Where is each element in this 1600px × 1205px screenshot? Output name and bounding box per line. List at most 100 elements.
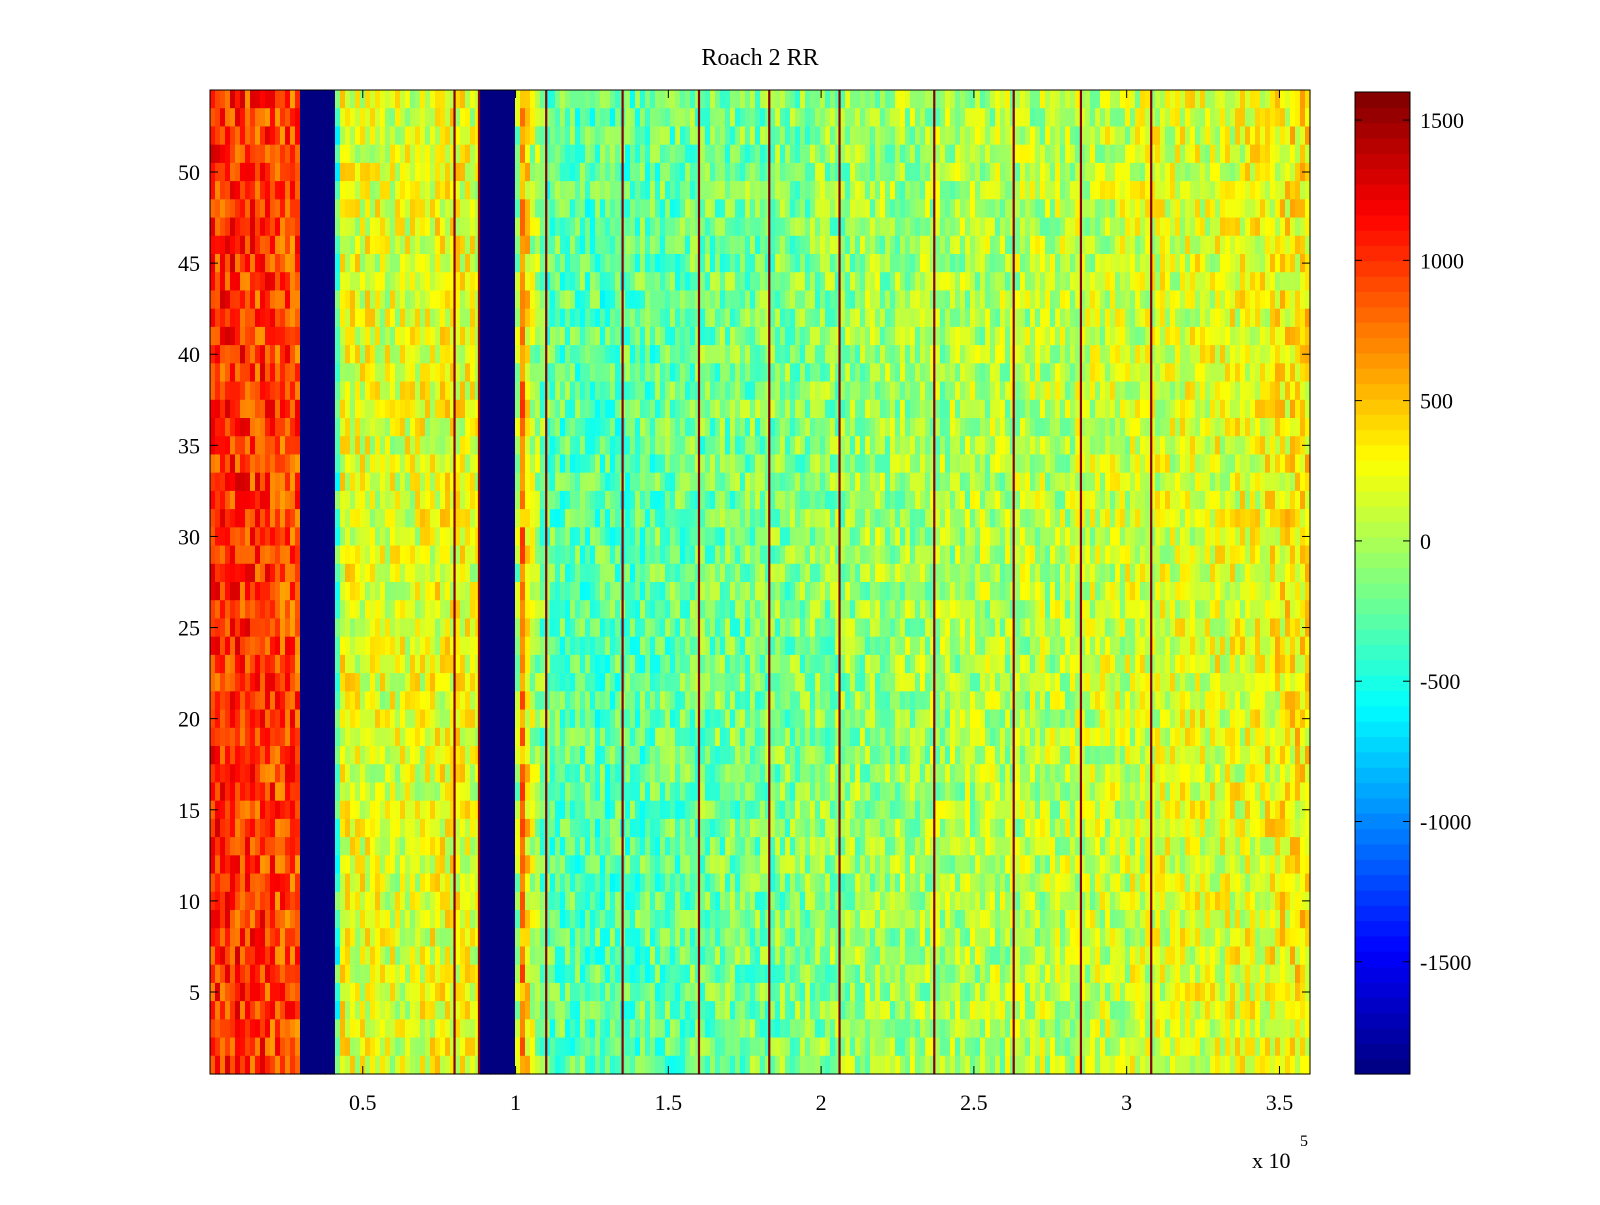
heatmap-cell — [245, 1001, 251, 1020]
heatmap-cell — [660, 527, 666, 547]
heatmap-cell — [290, 636, 296, 656]
heatmap-cell — [380, 308, 386, 328]
heatmap-cell — [560, 254, 566, 273]
heatmap-cell — [455, 108, 461, 128]
heatmap-cell — [405, 162, 411, 182]
heatmap-cell — [580, 818, 586, 838]
heatmap-cell — [515, 1001, 521, 1020]
heatmap-cell — [470, 381, 476, 401]
heatmap-cell — [425, 654, 431, 674]
heatmap-cell — [550, 691, 556, 711]
heatmap-cell — [525, 199, 531, 219]
heatmap-cell — [640, 764, 646, 784]
heatmap-cell — [530, 727, 536, 747]
heatmap-cell — [660, 418, 666, 437]
heatmap-cell — [330, 1001, 336, 1020]
heatmap-cell — [385, 326, 391, 346]
heatmap-cell — [600, 910, 606, 929]
heatmap-cell — [300, 199, 306, 219]
heatmap-cell — [300, 509, 306, 528]
heatmap-cell — [590, 345, 596, 364]
heatmap-cell — [250, 727, 256, 747]
heatmap-cell — [575, 272, 581, 292]
heatmap-cell — [505, 800, 511, 820]
heatmap-cell — [465, 782, 471, 802]
heatmap-cell — [535, 800, 541, 820]
heatmap-cell — [560, 709, 566, 729]
heatmap-cell — [415, 673, 421, 692]
heatmap-cell — [440, 545, 446, 565]
heatmap-cell — [440, 928, 446, 948]
heatmap-cell — [325, 418, 331, 437]
heatmap-cell — [310, 910, 316, 929]
heatmap-cell — [330, 982, 336, 1002]
heatmap-cell — [660, 1055, 666, 1075]
heatmap-cell — [500, 254, 506, 273]
heatmap-cell — [465, 126, 471, 146]
heatmap-cell — [240, 1001, 246, 1020]
heatmap-cell — [545, 126, 551, 146]
heatmap-cell — [345, 582, 351, 601]
heatmap-cell — [255, 490, 261, 510]
heatmap-cell — [665, 162, 671, 182]
heatmap-cell — [235, 982, 241, 1002]
heatmap-cell — [315, 527, 321, 547]
heatmap-cell — [450, 582, 456, 601]
heatmap-cell — [265, 527, 271, 547]
heatmap-cell — [340, 90, 346, 109]
heatmap-cell — [420, 472, 426, 492]
heatmap-cell — [365, 545, 371, 565]
heatmap-cell — [580, 90, 586, 109]
heatmap-cell — [285, 254, 291, 273]
heatmap-cell — [520, 90, 526, 109]
heatmap-cell — [640, 363, 646, 383]
heatmap-cell — [290, 1019, 296, 1039]
heatmap-cell — [235, 910, 241, 929]
heatmap-cell — [380, 290, 386, 310]
heatmap-cell — [555, 199, 561, 219]
heatmap-cell — [645, 1037, 651, 1057]
heatmap-cell — [640, 691, 646, 711]
heatmap-cell — [210, 1001, 216, 1020]
heatmap-cell — [460, 600, 466, 620]
heatmap-cell — [355, 910, 361, 929]
heatmap-cell — [290, 472, 296, 492]
heatmap-cell — [470, 199, 476, 219]
heatmap-cell — [425, 727, 431, 747]
heatmap-cell — [470, 454, 476, 474]
heatmap-cell — [565, 418, 571, 437]
heatmap-cell — [595, 144, 601, 164]
heatmap-cell — [605, 818, 611, 838]
heatmap-cell — [570, 418, 576, 437]
heatmap-cell — [425, 964, 431, 984]
heatmap-cell — [365, 600, 371, 620]
heatmap-cell — [515, 855, 521, 875]
heatmap-cell — [475, 1037, 481, 1057]
heatmap-cell — [625, 199, 631, 219]
heatmap-cell — [605, 800, 611, 820]
heatmap-cell — [510, 818, 516, 838]
heatmap-cell — [505, 636, 511, 656]
heatmap-cell — [660, 381, 666, 401]
heatmap-cell — [500, 199, 506, 219]
heatmap-cell — [345, 709, 351, 729]
heatmap-cell — [535, 600, 541, 620]
heatmap-cell — [400, 1055, 406, 1075]
heatmap-cell — [370, 545, 376, 565]
heatmap-cell — [400, 490, 406, 510]
heatmap-cell — [270, 964, 276, 984]
heatmap-cell — [545, 527, 551, 547]
heatmap-cell — [480, 235, 486, 255]
heatmap-cell — [600, 454, 606, 474]
heatmap-cell — [540, 928, 546, 948]
heatmap-cell — [235, 272, 241, 292]
heatmap-cell — [650, 1037, 656, 1057]
heatmap-cell — [580, 1019, 586, 1039]
heatmap-cell — [275, 235, 281, 255]
heatmap-cell — [365, 181, 371, 200]
heatmap-cell — [255, 144, 261, 164]
heatmap-cell — [590, 290, 596, 310]
heatmap-cell — [380, 545, 386, 565]
heatmap-cell — [540, 654, 546, 674]
heatmap-cell — [410, 108, 416, 128]
